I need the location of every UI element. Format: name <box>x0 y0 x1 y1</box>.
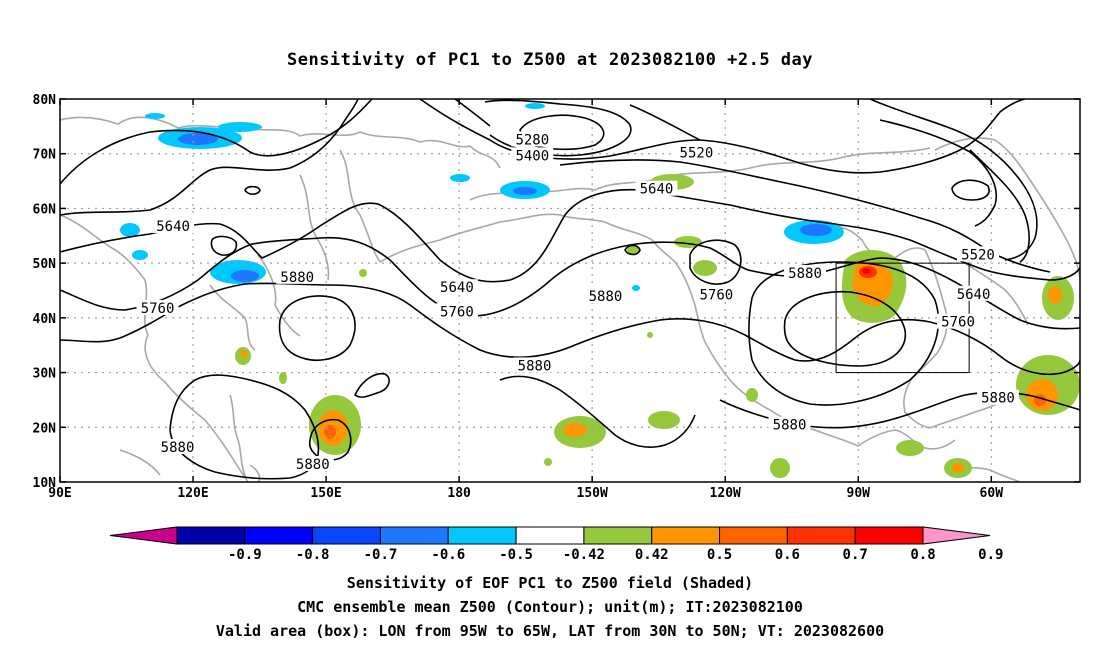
lat-label: 50N <box>33 257 57 272</box>
latitude-labels: 80N 70N 60N 50N 40N 30N 20N 10N <box>33 93 57 491</box>
contour-label: 5640 <box>440 280 474 296</box>
colorbar-label: 0.8 <box>910 547 935 563</box>
contour-label-bg <box>136 300 179 316</box>
contour-label: 5400 <box>515 148 549 164</box>
lon-label: 90E <box>48 486 71 501</box>
lon-label: 150W <box>577 486 608 501</box>
lon-label: 60W <box>980 486 1004 501</box>
lat-lon-grid <box>60 99 1080 482</box>
colorbar-high-triangle <box>922 526 991 545</box>
caption-contour: CMC ensemble mean Z500 (Contour); unit(m… <box>297 598 803 616</box>
z500-contours <box>60 99 1080 480</box>
contour-label: 5880 <box>161 440 195 456</box>
colorbar-label: -0.42 <box>563 547 605 563</box>
contour-label-bg <box>695 286 738 302</box>
map-title: Sensitivity of PC1 to Z500 at 2023082100… <box>286 50 813 70</box>
contour-label-bg <box>768 416 811 432</box>
contour-label: 5880 <box>773 418 807 434</box>
contour-label-bg <box>511 131 554 147</box>
contour-label: 5880 <box>788 266 822 282</box>
contour-label: 5520 <box>961 247 995 263</box>
colorbar: -0.9 -0.8 -0.7 -0.6 -0.5 -0.42 0.42 0.5 0.6 0.7 0.… <box>109 526 1003 563</box>
contour-label: 5760 <box>941 315 975 331</box>
caption-shading: Sensitivity of EOF PC1 to Z500 field (Sh… <box>346 574 754 592</box>
lon-label: 90W <box>847 486 871 501</box>
colorbar-label: -0.9 <box>228 547 262 563</box>
contour-label: 5520 <box>680 146 714 162</box>
colorbar-swatch <box>515 526 585 545</box>
colorbar-swatch <box>583 526 653 545</box>
colorbar-label: -0.8 <box>296 547 330 563</box>
lat-label: 70N <box>33 148 57 163</box>
lat-label: 60N <box>33 202 57 217</box>
colorbar-label: 0.5 <box>707 547 732 563</box>
lon-label: 120E <box>177 486 208 501</box>
contour-label: 5880 <box>296 457 330 473</box>
longitude-labels: 90E 120E 150E 180 150W 120W 90W 60W <box>48 486 1003 501</box>
colorbar-low-triangle <box>109 526 178 545</box>
lon-label: 150E <box>310 486 341 501</box>
colorbar-swatch <box>719 526 788 545</box>
contour-label: 5880 <box>981 391 1015 407</box>
lon-label: 120W <box>710 486 741 501</box>
lat-label: 30N <box>33 367 57 382</box>
contour-label: 5640 <box>640 182 674 198</box>
contour-label: 5880 <box>280 270 314 286</box>
colorbar-label: 0.6 <box>775 547 800 563</box>
contour-label-bg <box>937 313 980 329</box>
contour-label-bg <box>511 147 554 163</box>
colorbar-swatch <box>651 526 721 545</box>
contour-label-bg <box>957 246 999 262</box>
axis-ticks <box>59 98 1080 483</box>
lon-label: 180 <box>447 486 471 501</box>
colorbar-swatch <box>312 526 381 545</box>
contour-label: 5640 <box>957 287 991 303</box>
colorbar-swatch <box>176 526 246 545</box>
contour-label-bg <box>976 389 1019 405</box>
contour-label: 5640 <box>156 219 190 235</box>
contour-label: 5760 <box>440 304 474 320</box>
contour-label-bg <box>675 144 718 160</box>
contour-label: 5280 <box>515 132 549 148</box>
lat-label: 20N <box>33 421 57 436</box>
contour-label-bg <box>635 180 678 196</box>
contour-label-bg <box>584 287 627 303</box>
colorbar-label: -0.6 <box>431 547 465 563</box>
colorbar-label: 0.9 <box>978 547 1003 563</box>
contour-label: 5760 <box>141 301 175 317</box>
contour-label-bg <box>435 279 478 295</box>
lat-label: 40N <box>33 312 57 327</box>
contour-label-bg <box>276 268 319 284</box>
colorbar-swatch <box>786 526 856 545</box>
contour-label-bg <box>952 285 995 301</box>
contour-label-bg <box>152 217 195 233</box>
colorbar-swatch <box>447 526 517 545</box>
contour-label: 5760 <box>699 287 733 303</box>
contour-label-bg <box>156 438 199 454</box>
contour-label-bg <box>513 357 556 373</box>
colorbar-label: 0.7 <box>843 547 868 563</box>
lat-label: 80N <box>33 93 57 108</box>
caption-valid-area: Valid area (box): LON from 95W to 65W, L… <box>215 622 885 640</box>
colorbar-label: -0.5 <box>499 547 533 563</box>
contour-label-bg <box>784 264 827 280</box>
colorbar-swatch <box>244 526 314 545</box>
sensitivity-shading <box>120 103 1080 478</box>
lat-label: 10N <box>33 476 57 491</box>
map-border <box>59 98 1081 483</box>
contour-label: 5880 <box>518 358 552 374</box>
colorbar-swatch <box>854 526 924 545</box>
colorbar-swatch <box>379 526 449 545</box>
colorbar-label: 0.42 <box>635 547 669 563</box>
contour-label-bg <box>291 455 334 471</box>
contour-label-bg <box>435 303 478 319</box>
contour-label: 5880 <box>589 289 623 305</box>
colorbar-label: -0.7 <box>364 547 398 563</box>
